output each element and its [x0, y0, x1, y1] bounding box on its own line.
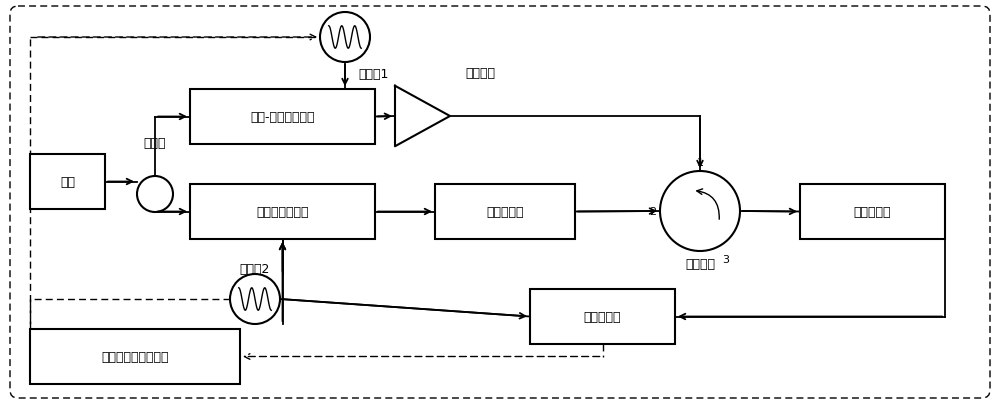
- Bar: [190, 185, 375, 239]
- Bar: [30, 329, 240, 384]
- Text: 光源: 光源: [60, 175, 75, 189]
- Text: 光环形器: 光环形器: [685, 257, 715, 270]
- Bar: [30, 155, 105, 209]
- Text: 微波源2: 微波源2: [240, 262, 270, 275]
- Bar: [190, 90, 375, 145]
- Text: 分束器: 分束器: [144, 136, 166, 149]
- Circle shape: [230, 274, 280, 324]
- Text: 待测电光调制器: 待测电光调制器: [256, 205, 309, 218]
- Text: 光放大器: 光放大器: [465, 67, 495, 80]
- Circle shape: [320, 13, 370, 63]
- Text: 光电探测器: 光电探测器: [854, 205, 891, 218]
- Text: 布里渊介质: 布里渊介质: [486, 205, 524, 218]
- Circle shape: [660, 172, 740, 252]
- Bar: [435, 185, 575, 239]
- Text: 2: 2: [649, 207, 656, 216]
- Circle shape: [137, 177, 173, 213]
- Text: 1: 1: [696, 158, 703, 168]
- Text: 微波源1: 微波源1: [358, 68, 388, 81]
- Bar: [530, 289, 675, 344]
- Bar: [800, 185, 945, 239]
- Text: 幅相接收机: 幅相接收机: [584, 310, 621, 323]
- Text: 3: 3: [722, 254, 729, 264]
- Polygon shape: [395, 87, 450, 147]
- Text: 控制及数据处理单元: 控制及数据处理单元: [101, 350, 169, 363]
- Text: 马赫-曾德尔调制器: 马赫-曾德尔调制器: [250, 111, 315, 124]
